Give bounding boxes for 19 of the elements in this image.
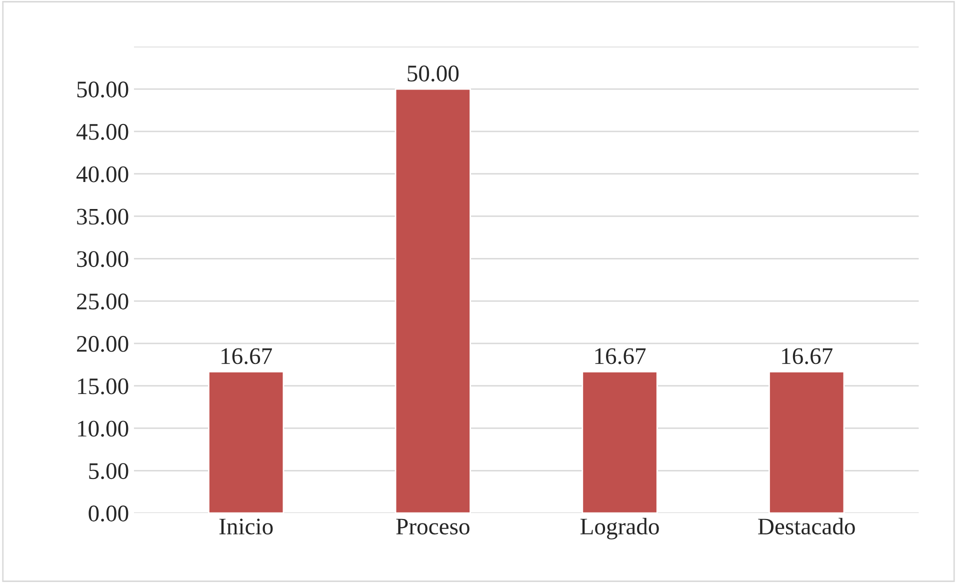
data-label: 16.67: [782, 348, 832, 364]
y-tick-label: 25.00: [77, 294, 128, 310]
y-tick-label: 35.00: [77, 208, 128, 225]
y-tick-label: 30.00: [77, 251, 128, 268]
y-tick-label: 20.00: [77, 336, 128, 352]
y-tick-label: 15.00: [78, 378, 128, 394]
x-tick-label: Destacado: [758, 518, 855, 535]
y-tick-label: 10.00: [78, 420, 128, 437]
y-tick-label: 0.00: [88, 506, 128, 522]
y-tick-label: 45.00: [76, 124, 128, 140]
x-tick-label: Inicio: [219, 518, 273, 535]
y-tick-label: 5.00: [89, 463, 128, 480]
data-label: 16.67: [222, 348, 272, 364]
y-tick-label: 40.00: [76, 166, 128, 182]
x-tick-label: Logrado: [580, 518, 659, 540]
data-label: 16.67: [595, 348, 646, 364]
x-tick-label: Proceso: [396, 518, 470, 535]
y-tick-label: 50.00: [77, 82, 128, 98]
data-label: 50.00: [408, 66, 459, 82]
